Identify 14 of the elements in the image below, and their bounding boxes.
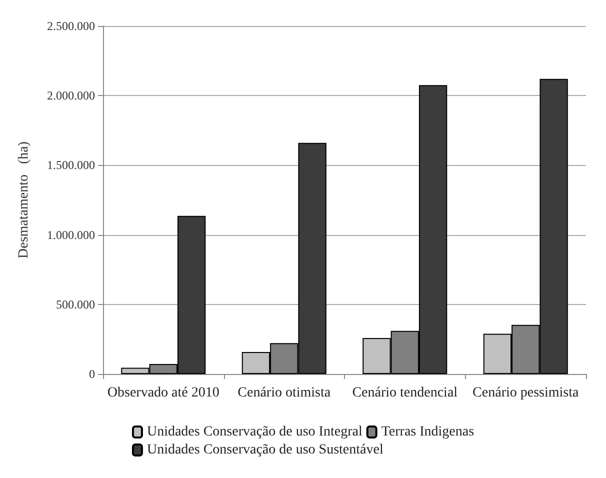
x-tick-label: Cenário tendencial — [352, 386, 458, 400]
legend-label: Unidades Conservação de uso Sustentável — [146, 442, 384, 458]
legend-label: Unidades Conservação de uso Integral — [146, 424, 362, 440]
x-tick-label: Cenário pessimista — [472, 386, 580, 400]
x-tick-label: Cenário otimista — [238, 386, 332, 400]
y-axis-title: Desmatamento (ha) — [16, 141, 32, 259]
y-tick-label: 2.500.000 — [47, 19, 95, 33]
legend-label: Terras Indigenas — [381, 424, 474, 440]
y-tick-label: 2.000.000 — [47, 88, 95, 103]
y-tick-label: 1.000.000 — [47, 228, 95, 242]
x-tick-label: Observado até 2010 — [107, 386, 220, 400]
y-tick-label: 0 — [89, 367, 95, 381]
y-tick-label: 500.000 — [56, 297, 95, 312]
y-tick-label: 1.500.000 — [47, 158, 95, 172]
